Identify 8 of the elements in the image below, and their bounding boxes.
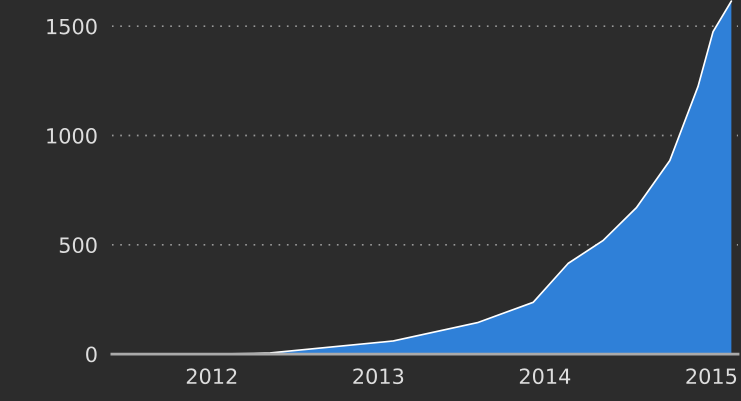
x-tick-label: 2012 bbox=[186, 368, 236, 384]
x-tick-label: 2014 bbox=[520, 368, 570, 384]
y-tick-label: 0 bbox=[86, 346, 97, 362]
x-tick-label: 2015 bbox=[686, 368, 736, 384]
y-tick-label: 1500 bbox=[47, 18, 97, 34]
y-tick-label: 1000 bbox=[47, 128, 97, 144]
x-tick-label: 2013 bbox=[353, 368, 404, 384]
y-tick-label: 500 bbox=[60, 237, 97, 254]
